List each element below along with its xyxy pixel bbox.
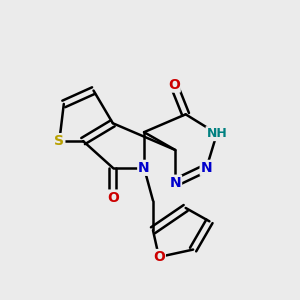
Text: O: O <box>107 190 119 205</box>
Text: N: N <box>201 161 212 175</box>
Text: S: S <box>54 134 64 148</box>
Text: O: O <box>153 250 165 264</box>
Text: O: O <box>168 78 180 92</box>
Text: N: N <box>169 176 181 190</box>
Text: NH: NH <box>206 127 227 140</box>
Text: N: N <box>138 161 150 175</box>
